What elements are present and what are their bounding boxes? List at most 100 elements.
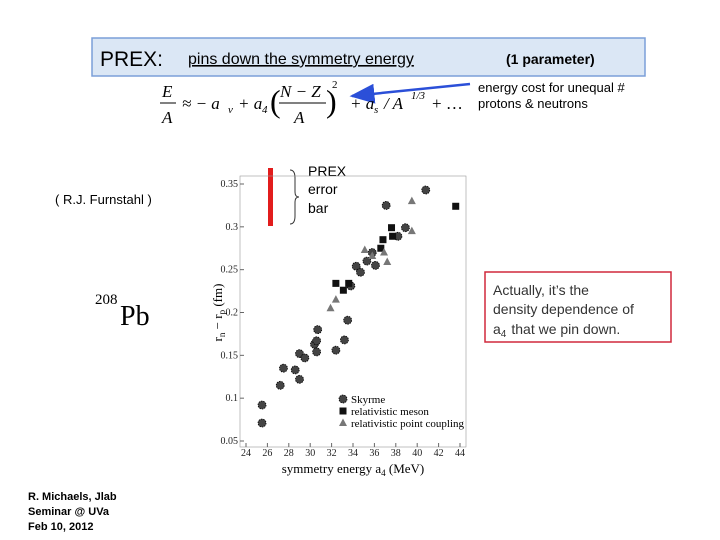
formula-part: A — [161, 108, 173, 127]
point — [275, 380, 285, 390]
legend-marker — [339, 407, 347, 415]
point — [257, 418, 267, 428]
formula-part: ≈ − a — [182, 94, 220, 113]
point — [421, 185, 431, 195]
title-box — [91, 37, 646, 77]
point — [279, 363, 288, 373]
point — [312, 347, 322, 357]
point — [300, 353, 310, 363]
formula-part: A — [293, 108, 305, 127]
x-label-part: (MeV) — [386, 461, 425, 476]
prex-label: error — [308, 181, 338, 197]
point — [331, 295, 340, 303]
point — [356, 267, 365, 277]
formula-part: 2 — [332, 79, 338, 91]
y-tick-label: 0.1 — [226, 393, 239, 404]
mass-number: 208 — [95, 292, 118, 308]
point — [377, 244, 385, 252]
chart: 24 26 28 30 32 34 36 38 40 42 44 0.05 0.1 0.15 0.2 0.25… — [210, 175, 467, 478]
point — [295, 374, 304, 384]
point — [381, 201, 391, 210]
y-axis-label: rn − rp (fm) — [210, 284, 227, 342]
remark-part: 4 — [501, 329, 507, 340]
x-label-part: 4 — [381, 468, 386, 478]
footer: R. Michaels, Jlab — [28, 491, 117, 503]
brace — [289, 169, 300, 225]
arrow-note: energy cost for unequal # — [478, 80, 625, 95]
formula-part: 1/3 — [411, 90, 426, 102]
arrow-note: protons & neutrons — [478, 96, 588, 111]
point — [340, 335, 349, 345]
y-label-part: p — [217, 309, 227, 314]
element: Pb — [120, 301, 150, 332]
formula-part: v — [228, 104, 233, 116]
point — [345, 279, 353, 287]
formula-part: ) — [326, 83, 337, 119]
x-tick-label: 36 — [369, 448, 379, 459]
footer: Feb 10, 2012 — [28, 521, 93, 533]
remark-box — [484, 271, 672, 343]
arrow — [349, 82, 471, 104]
point — [331, 345, 341, 355]
x-label-part: symmetry energy a — [282, 461, 382, 476]
formula-part: 4 — [262, 104, 268, 116]
point — [339, 286, 347, 294]
formula-part: + a — [350, 94, 374, 113]
y-label-part: n — [217, 332, 227, 337]
formula: E A ≈ − a v + a 4 ( N − Z A ) 2 + a s / … — [160, 79, 463, 127]
x-tick-label: 44 — [455, 448, 465, 459]
x-tick-label: 34 — [348, 448, 358, 459]
point — [343, 315, 353, 325]
point — [368, 251, 377, 259]
x-tick-label: 30 — [305, 448, 315, 459]
y-tick-label: 0.2 — [226, 308, 239, 319]
legend-label: relativistic meson — [351, 406, 429, 418]
formula-part: + … — [432, 94, 463, 113]
y-label-part: (fm) — [210, 284, 225, 310]
error-bar — [268, 168, 273, 226]
remark: Actually, it’s the — [493, 282, 589, 298]
point — [351, 261, 361, 271]
point — [326, 303, 335, 312]
point — [388, 224, 396, 232]
x-tick-label: 40 — [412, 448, 422, 459]
formula-part: ( — [270, 83, 281, 119]
point — [371, 260, 380, 270]
point — [452, 202, 460, 210]
y-label-part: r — [210, 336, 225, 341]
x-tick-label: 32 — [327, 448, 337, 459]
point — [362, 256, 372, 266]
footer: Seminar @ UVa — [28, 506, 110, 518]
remark: a4 that we pin down. — [493, 321, 620, 340]
point — [313, 325, 323, 335]
y-tick-label: 0.05 — [221, 436, 239, 447]
point — [257, 400, 267, 410]
x-tick-label: 42 — [434, 448, 444, 459]
formula-part: / A — [383, 94, 404, 113]
credit: ( R.J. Furnstahl ) — [55, 192, 152, 207]
x-axis-label: symmetry energy a4 (MeV) — [282, 461, 425, 478]
y-tick-label: 0.35 — [221, 179, 239, 190]
point — [407, 226, 416, 235]
point — [360, 245, 369, 253]
point — [380, 248, 389, 256]
x-tick-label: 24 — [241, 448, 251, 459]
formula-part: N − Z — [279, 82, 321, 101]
title-main: pins down the symmetry energy — [188, 51, 414, 68]
prex-label: PREX — [308, 163, 347, 179]
formula-part: E — [161, 82, 173, 101]
remark-part: that we pin down. — [511, 321, 620, 337]
formula-part: + a — [238, 94, 262, 113]
y-tick-label: 0.3 — [226, 222, 239, 233]
point — [290, 365, 300, 375]
x-tick-label: 38 — [391, 448, 401, 459]
point — [389, 232, 397, 240]
point — [312, 336, 322, 346]
legend-label: relativistic point coupling — [351, 418, 465, 430]
point — [383, 257, 392, 265]
formula-part: s — [374, 104, 378, 116]
y-label-part: − r — [210, 314, 225, 333]
point — [401, 223, 410, 233]
x-tick-label: 28 — [284, 448, 294, 459]
legend-label: Skyrme — [351, 394, 385, 406]
